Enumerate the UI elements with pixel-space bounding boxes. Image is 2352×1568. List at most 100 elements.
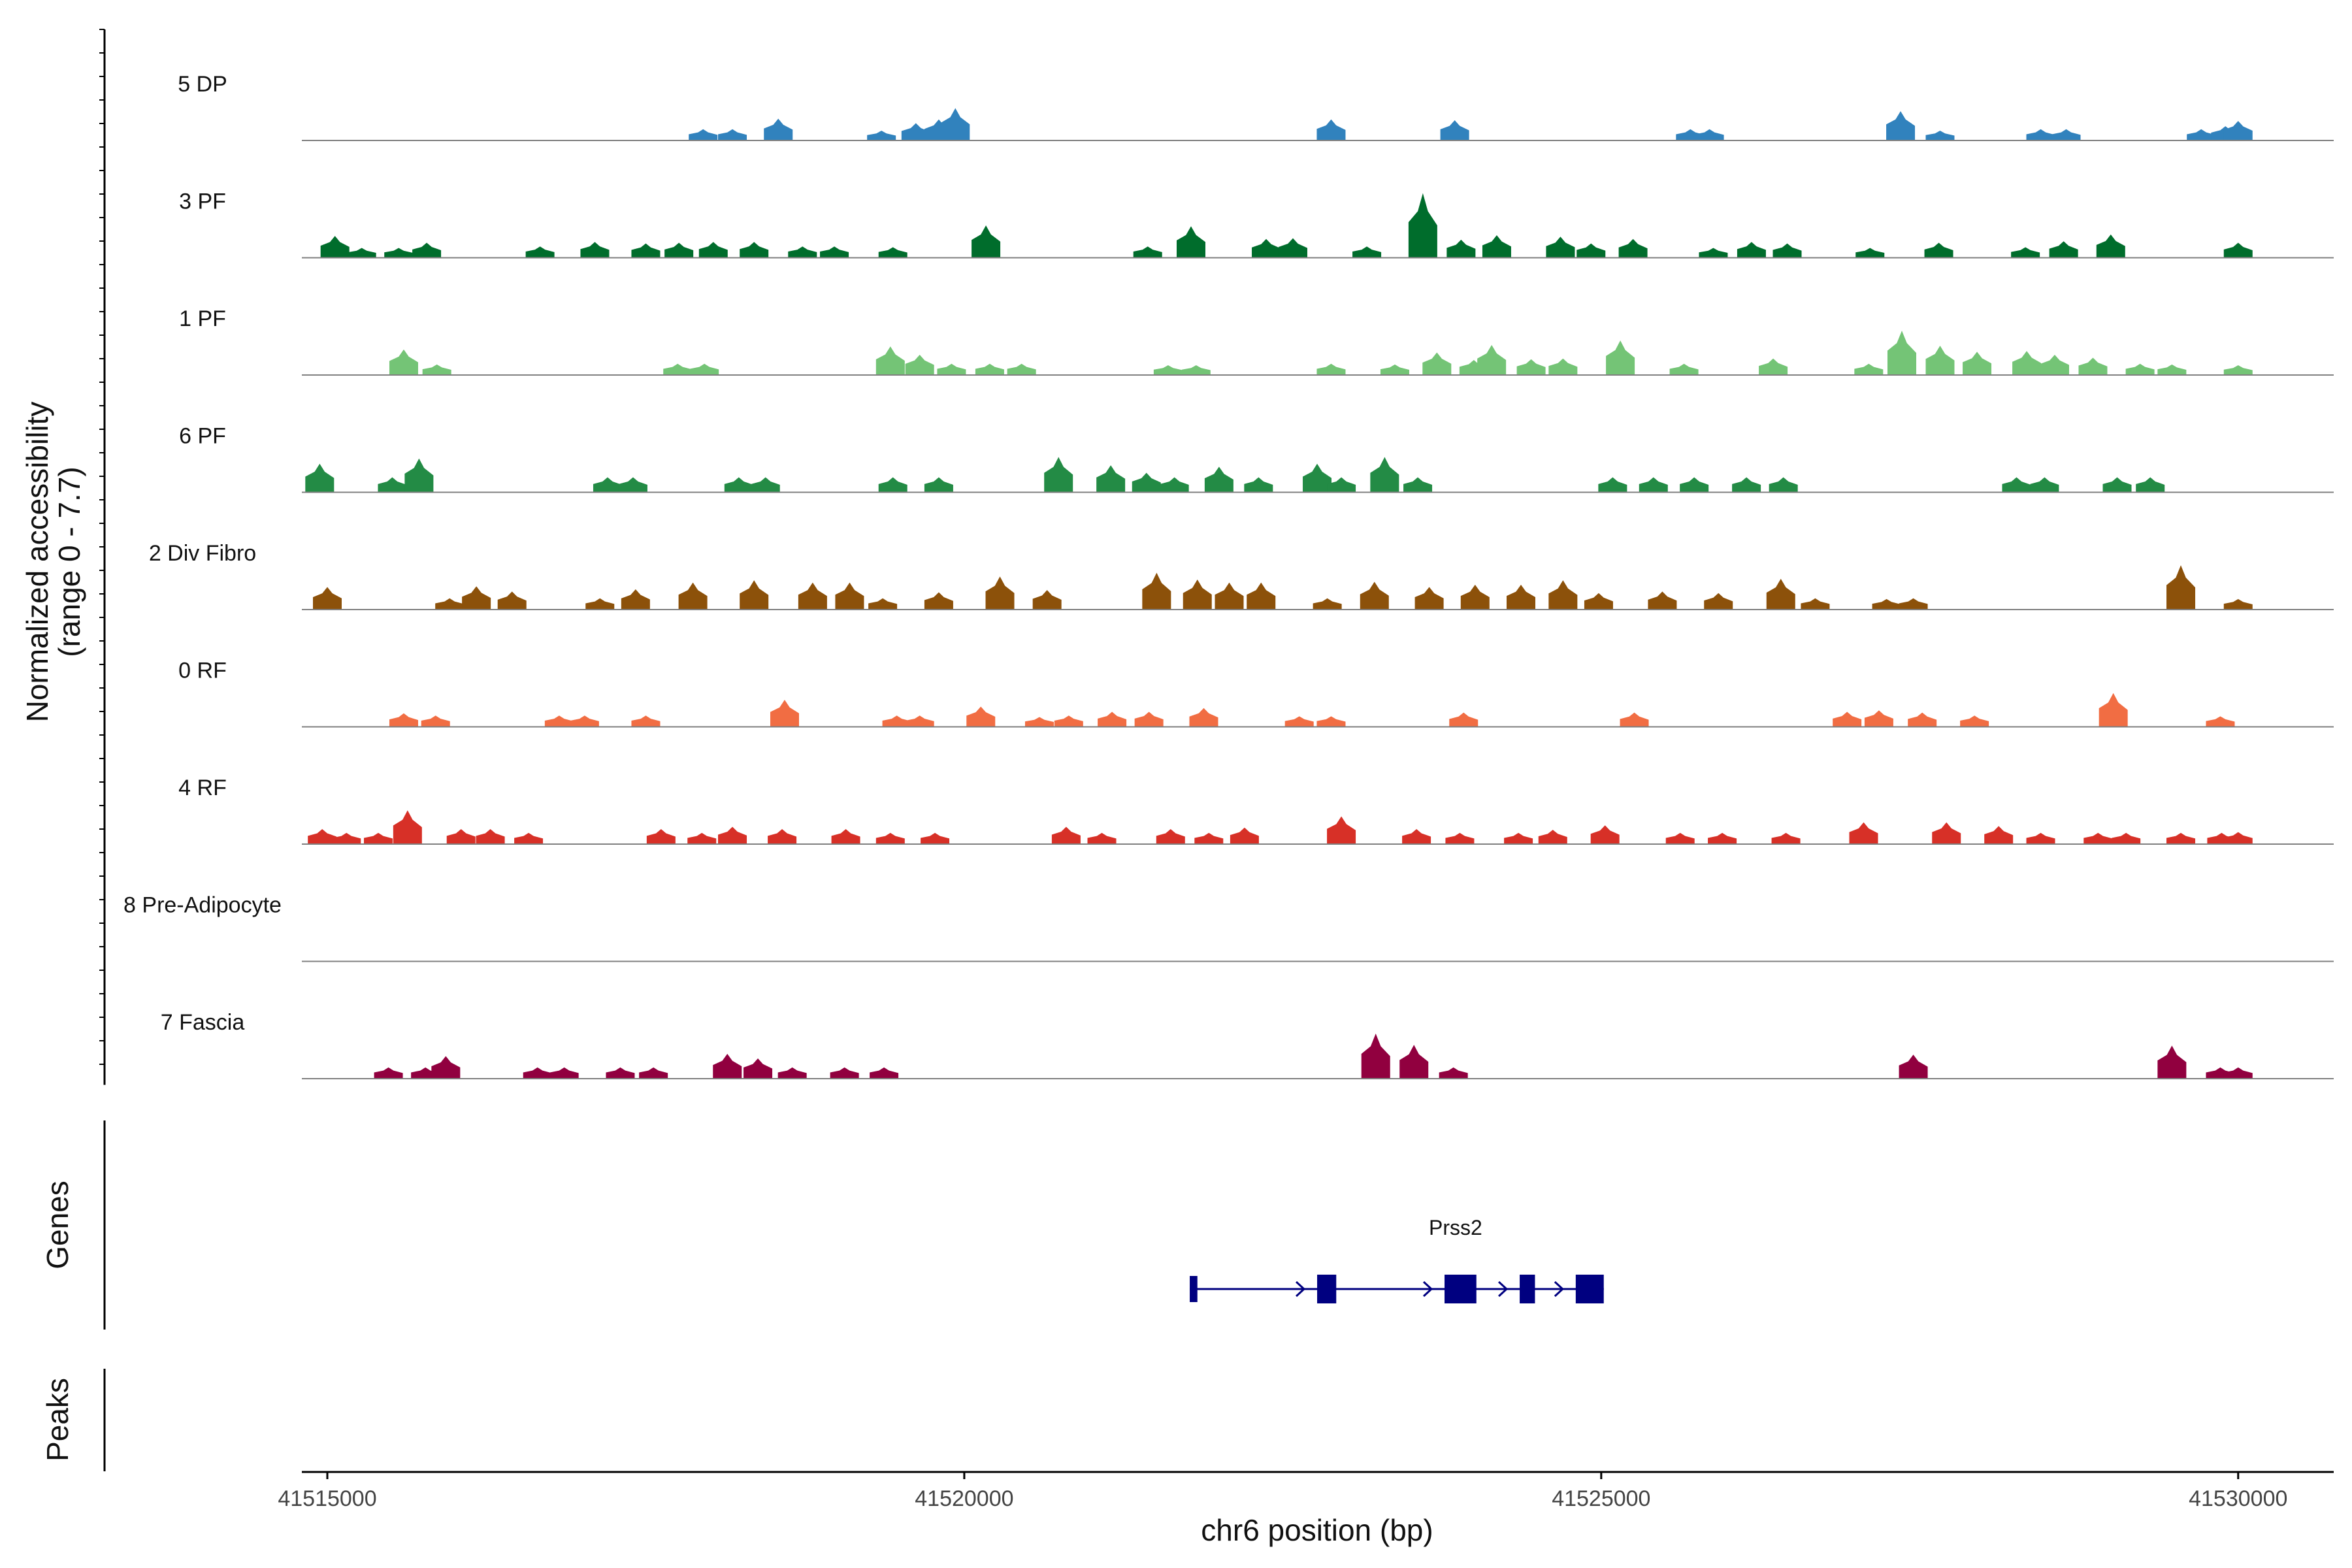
coverage-peak (1247, 582, 1276, 610)
coverage-peak (374, 1067, 403, 1079)
coverage-peak (1439, 1067, 1468, 1079)
coverage-peak (664, 242, 694, 258)
coverage-peak (2002, 477, 2031, 493)
coverage-peak (412, 242, 442, 258)
coverage-peak (724, 477, 753, 493)
coverage-peak (393, 810, 422, 844)
coverage-peak (1024, 717, 1054, 727)
coverage-peak (639, 1067, 668, 1079)
coverage-peak (1449, 712, 1478, 727)
coverage-peak (777, 1067, 807, 1079)
coverage-peak (1507, 585, 1535, 610)
coverage-peak (1606, 340, 1635, 375)
coverage-peak (2026, 832, 2055, 844)
track-label: 2 Div Fibro (149, 541, 256, 566)
coverage-peak (875, 832, 905, 844)
track-label: 6 PF (179, 424, 226, 449)
coverage-peak (497, 591, 527, 610)
coverage-peak (1189, 708, 1218, 727)
coverage-peak (905, 715, 934, 727)
coverage-peak (1538, 830, 1567, 844)
track-label: 8 Pre-Adipocyte (123, 893, 282, 918)
coverage-peak (1925, 131, 1955, 140)
coverage-peak (878, 247, 907, 258)
strand-arrow (1498, 1281, 1509, 1298)
coverage-peak (312, 587, 342, 610)
coverage-peak (1855, 248, 1885, 258)
coverage-peak (1899, 598, 1928, 610)
gene-name: Prss2 (1429, 1216, 1482, 1239)
coverage-peak (966, 706, 996, 727)
strand-arrow (1422, 1281, 1433, 1298)
coverage-peak (363, 832, 393, 844)
coverage-peak (1153, 365, 1183, 375)
coverage-peak (1704, 593, 1733, 610)
coverage-peak (1872, 598, 1901, 610)
coverage-peak (1399, 1045, 1429, 1079)
gene-exon (1575, 1275, 1604, 1303)
track-5-dp: 5 DP (178, 72, 2334, 141)
coverage-peak (2206, 716, 2235, 727)
coverage-peak (1590, 825, 1620, 844)
coverage-peak (1708, 832, 1737, 844)
coverage-peak (2011, 247, 2040, 258)
coverage-peak (1054, 715, 1083, 727)
coverage-peak (1548, 580, 1578, 610)
strand-arrow (1296, 1281, 1306, 1298)
coverage-peak (1576, 243, 1606, 258)
genes-panel-label: Genes (41, 1181, 74, 1269)
coverage-peak (646, 829, 676, 844)
coverage-peak (422, 364, 451, 375)
coverage-peak (1772, 243, 1802, 258)
x-tick-label: 41530000 (2189, 1486, 2287, 1511)
coverage-peak (1546, 237, 1575, 258)
coverage-peak (1183, 580, 1212, 610)
coverage-peak (2099, 693, 2128, 727)
track-label: 3 PF (179, 189, 226, 214)
coverage-peak (924, 477, 953, 493)
coverage-peak (1244, 477, 1273, 493)
coverage-peak (1403, 477, 1433, 493)
x-tick-label: 41525000 (1552, 1486, 1650, 1511)
coverage-peak (1695, 129, 1724, 140)
coverage-peak (2125, 363, 2155, 375)
coverage-peak (570, 715, 599, 727)
coverage-peak (2078, 357, 2108, 375)
coverage-peak (743, 1058, 773, 1079)
coverage-peak (1380, 364, 1409, 375)
coverage-peak (1402, 829, 1431, 844)
gene-exon (1190, 1276, 1198, 1302)
track-0-rf: 0 RF (178, 659, 2334, 728)
coverage-peak (1899, 1054, 1928, 1079)
coverage-peak (332, 832, 361, 844)
coverage-peak (1854, 363, 1884, 375)
coverage-peak (389, 349, 418, 375)
coverage-peak (975, 363, 1004, 375)
coverage-peak (462, 586, 491, 610)
coverage-peak (1932, 822, 1961, 844)
coverage-peak (618, 477, 647, 493)
coverage-peak (1446, 239, 1476, 258)
coverage-peak (2051, 129, 2081, 140)
coverage-peak (2157, 364, 2187, 375)
coverage-peak (1316, 363, 1346, 375)
coverage-peak (1032, 590, 1062, 610)
coverage-peak (770, 700, 799, 727)
coverage-peak (1639, 477, 1668, 493)
track-label: 7 Fascia (161, 1010, 245, 1035)
coverage-peak (1316, 716, 1346, 727)
coverage-peak (347, 248, 376, 258)
coverage-peak (1771, 832, 1801, 844)
coverage-peak (764, 118, 793, 140)
coverage-peak (1680, 477, 1709, 493)
coverage-peak (631, 715, 661, 727)
coverage-peak (1370, 457, 1399, 493)
coverage-peak (2157, 1045, 2187, 1079)
coverage-peak (320, 236, 350, 258)
coverage-peak (972, 225, 1001, 258)
coverage-peak (1215, 582, 1244, 610)
coverage-peak (663, 363, 693, 375)
coverage-peak (1156, 829, 1185, 844)
coverage-peak (1801, 598, 1830, 610)
coverage-peak (404, 458, 434, 493)
